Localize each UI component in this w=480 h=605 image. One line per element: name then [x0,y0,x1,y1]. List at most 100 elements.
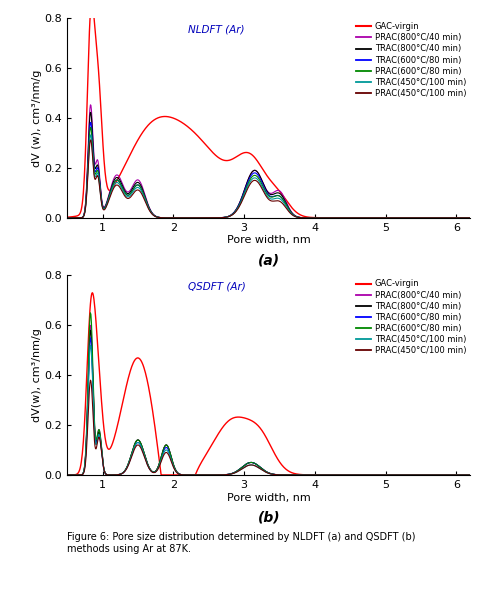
PRAC(800°C/40 min) [412,471,418,479]
PRAC(800°C/40 min) [64,214,70,221]
TRAC(600°C/80 min) [468,214,473,221]
Line: TRAC(600°C/80 min): TRAC(600°C/80 min) [67,122,470,218]
TRAC(800°C/40 min) [299,214,305,221]
TRAC(450°C/100 min) [299,471,305,479]
TRAC(600°C/80 min) [322,214,327,221]
Line: TRAC(800°C/40 min): TRAC(800°C/40 min) [67,330,470,475]
Line: PRAC(450°C/100 min): PRAC(450°C/100 min) [67,140,470,218]
PRAC(450°C/100 min) [310,471,315,479]
PRAC(600°C/80 min) [299,471,305,479]
PRAC(800°C/40 min) [371,471,376,479]
PRAC(450°C/100 min) [87,136,93,143]
Line: PRAC(800°C/40 min): PRAC(800°C/40 min) [67,325,470,475]
PRAC(450°C/100 min) [299,471,305,479]
PRAC(800°C/40 min) [299,471,305,479]
TRAC(450°C/100 min) [468,471,473,479]
PRAC(450°C/100 min) [64,471,70,479]
TRAC(450°C/100 min) [90,148,96,155]
PRAC(450°C/100 min) [322,214,327,221]
GAC-virgin [89,290,95,297]
GAC-virgin [310,471,316,479]
X-axis label: Pore width, nm: Pore width, nm [227,492,311,503]
Legend: GAC-virgin, PRAC(800°C/40 min), TRAC(800°C/40 min), TRAC(600°C/80 min), PRAC(600: GAC-virgin, PRAC(800°C/40 min), TRAC(800… [355,21,468,99]
TRAC(800°C/40 min) [322,471,327,479]
TRAC(800°C/40 min) [64,214,70,221]
TRAC(800°C/40 min) [90,362,96,369]
TRAC(800°C/40 min) [310,471,315,479]
PRAC(800°C/40 min) [90,124,96,131]
PRAC(600°C/80 min) [90,348,96,356]
TRAC(450°C/100 min) [299,214,305,221]
GAC-virgin [310,214,315,221]
GAC-virgin [90,289,96,296]
TRAC(450°C/100 min) [87,342,93,349]
Line: PRAC(450°C/100 min): PRAC(450°C/100 min) [67,380,470,475]
PRAC(800°C/40 min) [87,101,93,108]
TRAC(600°C/80 min) [468,471,473,479]
TRAC(600°C/80 min) [310,214,315,221]
TRAC(600°C/80 min) [90,138,96,145]
TRAC(800°C/40 min) [90,130,96,137]
GAC-virgin [90,1,96,8]
Line: PRAC(800°C/40 min): PRAC(800°C/40 min) [67,105,470,218]
PRAC(450°C/100 min) [90,399,96,407]
Line: GAC-virgin: GAC-virgin [67,2,470,218]
GAC-virgin [322,471,328,479]
X-axis label: Pore width, nm: Pore width, nm [227,235,311,246]
GAC-virgin [89,0,95,6]
TRAC(450°C/100 min) [310,214,315,221]
GAC-virgin [468,214,473,221]
PRAC(800°C/40 min) [299,214,305,221]
PRAC(800°C/40 min) [90,358,96,365]
PRAC(600°C/80 min) [412,214,418,221]
TRAC(800°C/40 min) [371,214,376,221]
TRAC(800°C/40 min) [468,214,473,221]
TRAC(450°C/100 min) [322,214,327,221]
TRAC(600°C/80 min) [90,367,96,374]
TRAC(600°C/80 min) [371,471,376,479]
TRAC(600°C/80 min) [87,119,93,126]
PRAC(600°C/80 min) [322,471,327,479]
PRAC(800°C/40 min) [64,471,70,479]
TRAC(800°C/40 min) [322,214,327,221]
PRAC(800°C/40 min) [371,214,376,221]
TRAC(800°C/40 min) [64,471,70,479]
Y-axis label: dV(w), cm³/nm/g: dV(w), cm³/nm/g [32,328,42,422]
PRAC(800°C/40 min) [468,214,473,221]
PRAC(450°C/100 min) [468,214,473,221]
TRAC(450°C/100 min) [412,471,418,479]
TRAC(450°C/100 min) [64,214,70,221]
Text: Figure 6: Pore size distribution determined by NLDFT (a) and QSDFT (b)
methods u: Figure 6: Pore size distribution determi… [67,532,416,554]
TRAC(600°C/80 min) [299,214,305,221]
PRAC(450°C/100 min) [468,471,473,479]
TRAC(600°C/80 min) [64,471,70,479]
TRAC(600°C/80 min) [64,214,70,221]
TRAC(800°C/40 min) [412,471,418,479]
TRAC(600°C/80 min) [87,334,93,341]
PRAC(600°C/80 min) [371,214,376,221]
TRAC(600°C/80 min) [412,471,418,479]
Line: PRAC(600°C/80 min): PRAC(600°C/80 min) [67,313,470,475]
GAC-virgin [159,471,165,479]
TRAC(800°C/40 min) [299,471,305,479]
PRAC(450°C/100 min) [371,214,376,221]
Legend: GAC-virgin, PRAC(800°C/40 min), TRAC(800°C/40 min), TRAC(600°C/80 min), PRAC(600: GAC-virgin, PRAC(800°C/40 min), TRAC(800… [355,278,468,356]
PRAC(600°C/80 min) [90,142,96,149]
PRAC(450°C/100 min) [322,471,327,479]
Text: (b): (b) [257,511,280,525]
GAC-virgin [299,212,305,219]
PRAC(450°C/100 min) [412,214,418,221]
Text: QSDFT (Ar): QSDFT (Ar) [188,281,246,291]
PRAC(450°C/100 min) [412,471,418,479]
TRAC(450°C/100 min) [412,214,418,221]
Line: TRAC(450°C/100 min): TRAC(450°C/100 min) [67,135,470,218]
PRAC(600°C/80 min) [371,471,376,479]
TRAC(800°C/40 min) [310,214,315,221]
Line: PRAC(600°C/80 min): PRAC(600°C/80 min) [67,128,470,218]
PRAC(600°C/80 min) [299,214,305,221]
Line: TRAC(600°C/80 min): TRAC(600°C/80 min) [67,338,470,475]
PRAC(600°C/80 min) [87,124,93,131]
Line: TRAC(800°C/40 min): TRAC(800°C/40 min) [67,113,470,218]
GAC-virgin [412,471,418,479]
Line: TRAC(450°C/100 min): TRAC(450°C/100 min) [67,345,470,475]
